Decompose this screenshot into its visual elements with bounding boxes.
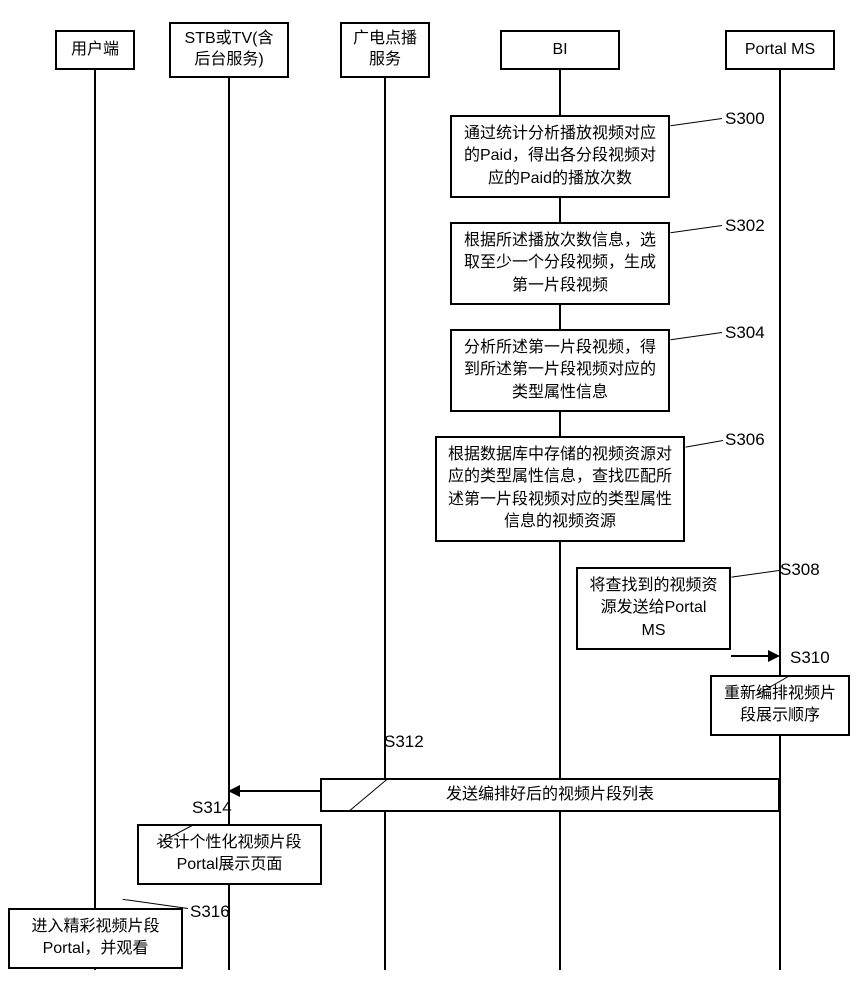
arrow-head-s308 bbox=[768, 650, 780, 662]
label-connector bbox=[731, 570, 779, 578]
header-label: Portal MS bbox=[745, 40, 815, 61]
header-label: 用户端 bbox=[71, 40, 119, 61]
step-label-s310: S310 bbox=[790, 648, 830, 668]
label-connector bbox=[670, 118, 722, 126]
step-box-s304: 分析所述第一片段视频，得到所述第一片段视频对应的类型属性信息 bbox=[450, 329, 670, 412]
step-text: 设计个性化视频片段Portal展示页面 bbox=[157, 834, 301, 873]
header-label: BI bbox=[552, 40, 567, 61]
step-label-s302: S302 bbox=[725, 216, 765, 236]
header-label: 广电点播服务 bbox=[350, 29, 420, 71]
label-connector bbox=[685, 440, 723, 448]
step-text: 将查找到的视频资源发送给Portal MS bbox=[589, 577, 717, 639]
lifeline-vod bbox=[384, 78, 386, 970]
step-box-s302: 根据所述播放次数信息，选取至少一个分段视频，生成第一片段视频 bbox=[450, 222, 670, 305]
arrow-s312 bbox=[240, 790, 320, 792]
header-label: STB或TV(含后台服务) bbox=[179, 29, 279, 71]
msg-text: 发送编排好后的视频片段列表 bbox=[446, 786, 654, 803]
step-box-s300: 通过统计分析播放视频对应的Paid，得出各分段视频对应的Paid的播放次数 bbox=[450, 115, 670, 198]
label-connector bbox=[670, 332, 722, 340]
step-text: 分析所述第一片段视频，得到所述第一片段视频对应的类型属性信息 bbox=[464, 339, 656, 401]
label-connector bbox=[670, 225, 722, 233]
step-label-s316: S316 bbox=[190, 902, 230, 922]
step-text: 重新编排视频片段展示顺序 bbox=[724, 685, 836, 724]
lifeline-header-stb: STB或TV(含后台服务) bbox=[169, 22, 289, 78]
arrow-head-s312 bbox=[228, 785, 240, 797]
arrow-s308 bbox=[731, 655, 769, 657]
lifeline-header-portal: Portal MS bbox=[725, 30, 835, 70]
step-label-s314: S314 bbox=[192, 798, 232, 818]
step-label-s304: S304 bbox=[725, 323, 765, 343]
step-box-s310: 重新编排视频片段展示顺序 bbox=[710, 675, 850, 736]
lifeline-header-bi: BI bbox=[500, 30, 620, 70]
step-box-s314: 设计个性化视频片段Portal展示页面 bbox=[137, 824, 322, 885]
lifeline-header-user: 用户端 bbox=[55, 30, 135, 70]
step-box-s316: 进入精彩视频片段Portal，并观看 bbox=[8, 908, 183, 969]
lifeline-user bbox=[94, 70, 96, 970]
step-text: 通过统计分析播放视频对应的Paid，得出各分段视频对应的Paid的播放次数 bbox=[464, 125, 656, 187]
step-box-s308: 将查找到的视频资源发送给Portal MS bbox=[576, 567, 731, 650]
step-label-s300: S300 bbox=[725, 109, 765, 129]
step-box-s306: 根据数据库中存储的视频资源对应的类型属性信息，查找匹配所述第一片段视频对应的类型… bbox=[435, 436, 685, 542]
step-label-s306: S306 bbox=[725, 430, 765, 450]
msg-box-s312: 发送编排好后的视频片段列表 bbox=[320, 778, 780, 812]
step-text: 根据所述播放次数信息，选取至少一个分段视频，生成第一片段视频 bbox=[464, 232, 656, 294]
step-label-s308: S308 bbox=[780, 560, 820, 580]
step-text: 根据数据库中存储的视频资源对应的类型属性信息，查找匹配所述第一片段视频对应的类型… bbox=[448, 446, 672, 530]
lifeline-header-vod: 广电点播服务 bbox=[340, 22, 430, 78]
lifeline-portal bbox=[779, 70, 781, 970]
step-text: 进入精彩视频片段Portal，并观看 bbox=[31, 918, 159, 957]
step-label-s312: S312 bbox=[384, 732, 424, 752]
